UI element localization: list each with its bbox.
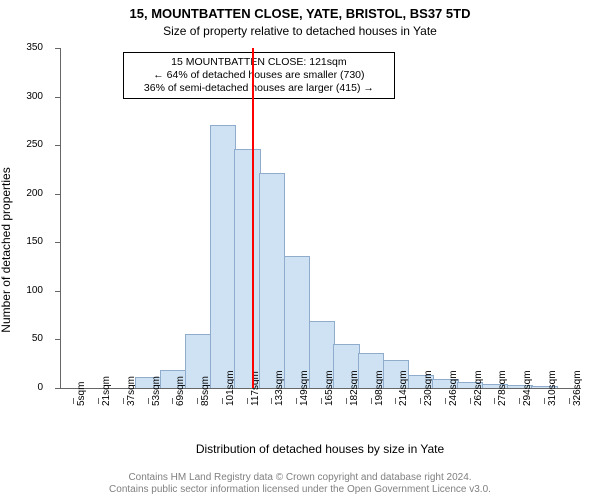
marker-line	[252, 48, 254, 388]
chart-container: 15, MOUNTBATTEN CLOSE, YATE, BRISTOL, BS…	[0, 0, 600, 500]
y-axis-label: Number of detached properties	[0, 167, 13, 332]
footer-line-2: Contains public sector information licen…	[0, 484, 600, 496]
x-axis-label: Distribution of detached houses by size …	[60, 442, 580, 456]
chart-title: 15, MOUNTBATTEN CLOSE, YATE, BRISTOL, BS…	[0, 6, 600, 21]
annotation-line-2: ← 64% of detached houses are smaller (73…	[129, 69, 389, 82]
annotation-line-3: 36% of semi-detached houses are larger (…	[129, 82, 389, 95]
histogram-bar	[210, 125, 236, 388]
footer-line-1: Contains HM Land Registry data © Crown c…	[0, 472, 600, 484]
histogram-bar	[259, 173, 285, 388]
chart-subtitle: Size of property relative to detached ho…	[0, 24, 600, 38]
annotation-box: 15 MOUNTBATTEN CLOSE: 121sqm ← 64% of de…	[123, 52, 395, 99]
annotation-line-1: 15 MOUNTBATTEN CLOSE: 121sqm	[129, 56, 389, 69]
histogram-bar	[234, 149, 260, 388]
footer-text: Contains HM Land Registry data © Crown c…	[0, 472, 600, 496]
plot-area: 15 MOUNTBATTEN CLOSE: 121sqm ← 64% of de…	[60, 48, 581, 389]
histogram-bar	[284, 256, 310, 388]
